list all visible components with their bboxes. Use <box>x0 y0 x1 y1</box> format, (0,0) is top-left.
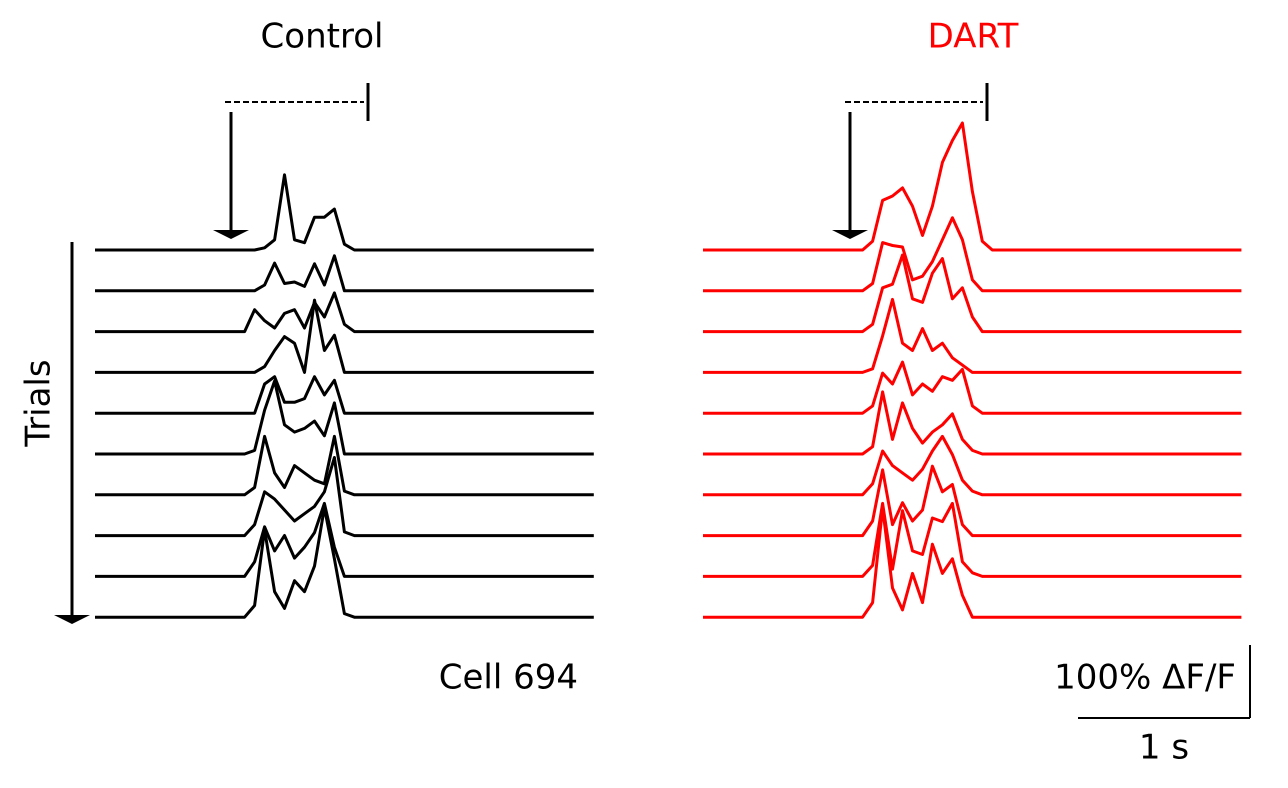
annotation: Cell 694 <box>439 658 578 698</box>
trace <box>703 390 1242 456</box>
trace <box>95 379 594 456</box>
trace <box>95 254 594 293</box>
trace <box>95 506 594 619</box>
trace <box>95 291 594 334</box>
trace <box>95 501 594 578</box>
trace <box>703 434 1242 497</box>
trace <box>703 506 1242 619</box>
y-label: Trials <box>19 359 59 447</box>
trace <box>703 464 1242 538</box>
trace <box>95 375 594 415</box>
trace <box>703 360 1242 415</box>
scale-bar-label: 100% ΔF/F <box>1054 658 1236 698</box>
trace <box>703 253 1242 334</box>
trace <box>95 456 594 538</box>
trace <box>95 434 594 497</box>
scale-bar-label: 1 s <box>1139 728 1189 768</box>
trace <box>703 297 1242 374</box>
trials-arrow <box>54 242 90 624</box>
stimulus-marker <box>213 83 989 239</box>
trace <box>95 298 594 374</box>
trace <box>95 173 594 252</box>
trace <box>703 216 1242 293</box>
trace <box>703 121 1242 252</box>
panel-title: Control <box>261 17 384 57</box>
trace <box>703 501 1242 578</box>
panel-title: DART <box>928 17 1019 57</box>
